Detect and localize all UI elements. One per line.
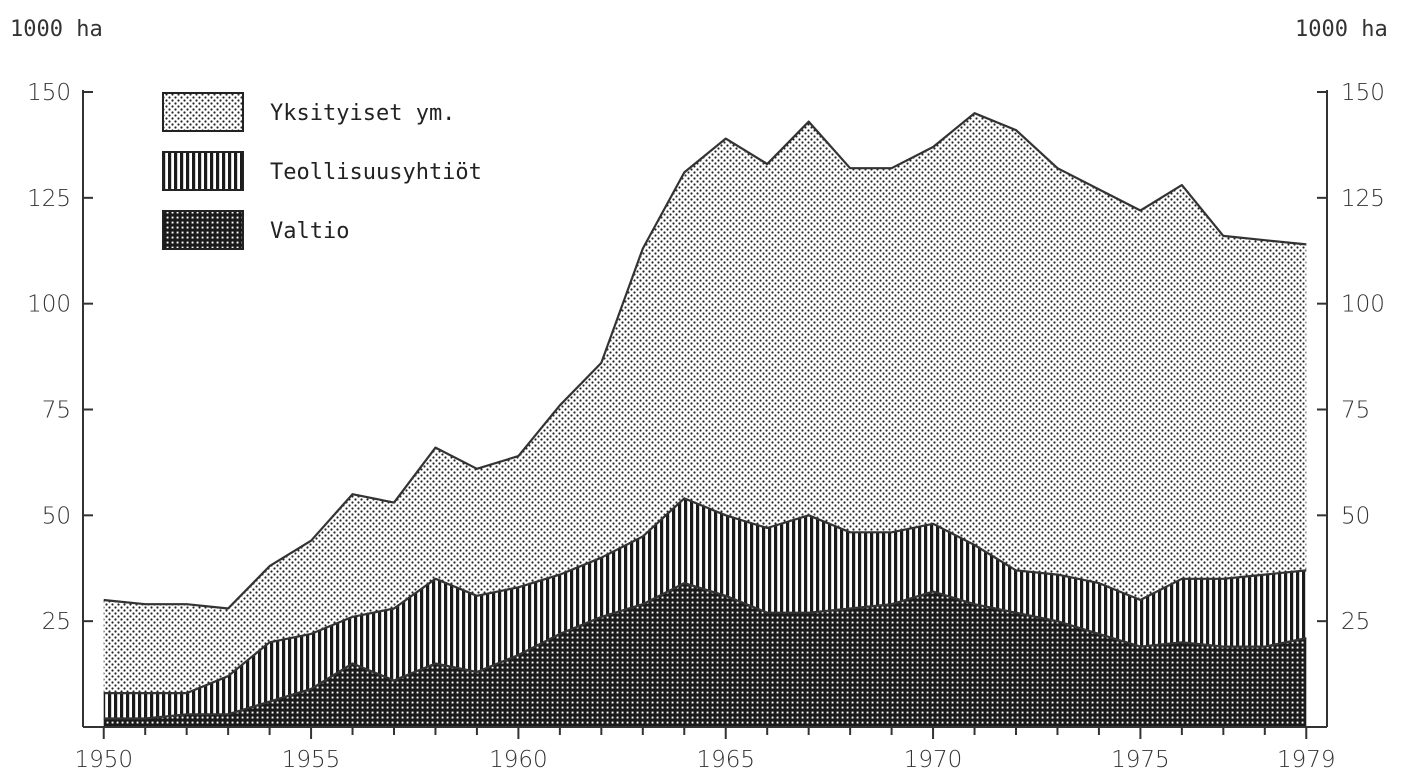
legend-label-valtio: Valtio	[270, 219, 349, 244]
y-tick-label-left: 150	[27, 80, 71, 106]
x-tick-label: 1975	[1111, 747, 1170, 773]
y-tick-label-right: 75	[1341, 398, 1370, 424]
right-axis-unit: 1000 ha	[1295, 17, 1388, 42]
legend-label-yksityiset-ym: Yksityiset ym.	[270, 101, 455, 126]
left-axis-unit: 1000 ha	[10, 17, 103, 42]
x-tick-label: 1970	[904, 747, 963, 773]
legend-swatch-teollisuusyhtiot	[162, 151, 244, 191]
y-tick-label-right: 100	[1341, 292, 1385, 318]
legend-label-teollisuusyhtiot: Teollisuusyhtiöt	[270, 160, 482, 185]
line-valtio	[103, 581, 1307, 720]
x-tick-label: 1979	[1277, 747, 1336, 773]
y-tick-label-right: 50	[1341, 503, 1370, 529]
plot-areas	[103, 113, 1307, 727]
y-tick-label-right: 150	[1341, 80, 1385, 106]
area-yksityiset-ym	[103, 113, 1307, 694]
line-teollisuusyhtiot	[103, 497, 1307, 695]
area-teollisuusyhtiot	[103, 498, 1307, 719]
y-tick-label-left: 100	[27, 292, 71, 318]
x-tick-label: 1960	[489, 747, 548, 773]
x-tick-label: 1950	[74, 747, 133, 773]
y-tick-label-left: 125	[27, 186, 71, 212]
y-tick-label-left: 25	[42, 609, 71, 635]
y-tick-label-left: 75	[42, 398, 71, 424]
y-tick-label-right: 125	[1341, 186, 1385, 212]
legend-swatch-valtio	[162, 210, 244, 250]
axes: 25 25 50 50 75 75 100 100 125 125 150 150 1950 1955 19…	[27, 80, 1385, 773]
line-yksityiset-ym	[103, 112, 1307, 610]
legend: Yksityiset ym. Teollisuusyhtiöt Valtio	[162, 92, 482, 250]
x-tick-label: 1965	[696, 747, 755, 773]
x-tick-label: 1955	[282, 747, 341, 773]
y-tick-label-right: 25	[1341, 609, 1370, 635]
legend-swatch-yksityiset-ym	[162, 92, 244, 132]
y-tick-label-left: 50	[42, 503, 71, 529]
series-lines	[103, 112, 1307, 720]
area-valtio	[103, 583, 1307, 727]
